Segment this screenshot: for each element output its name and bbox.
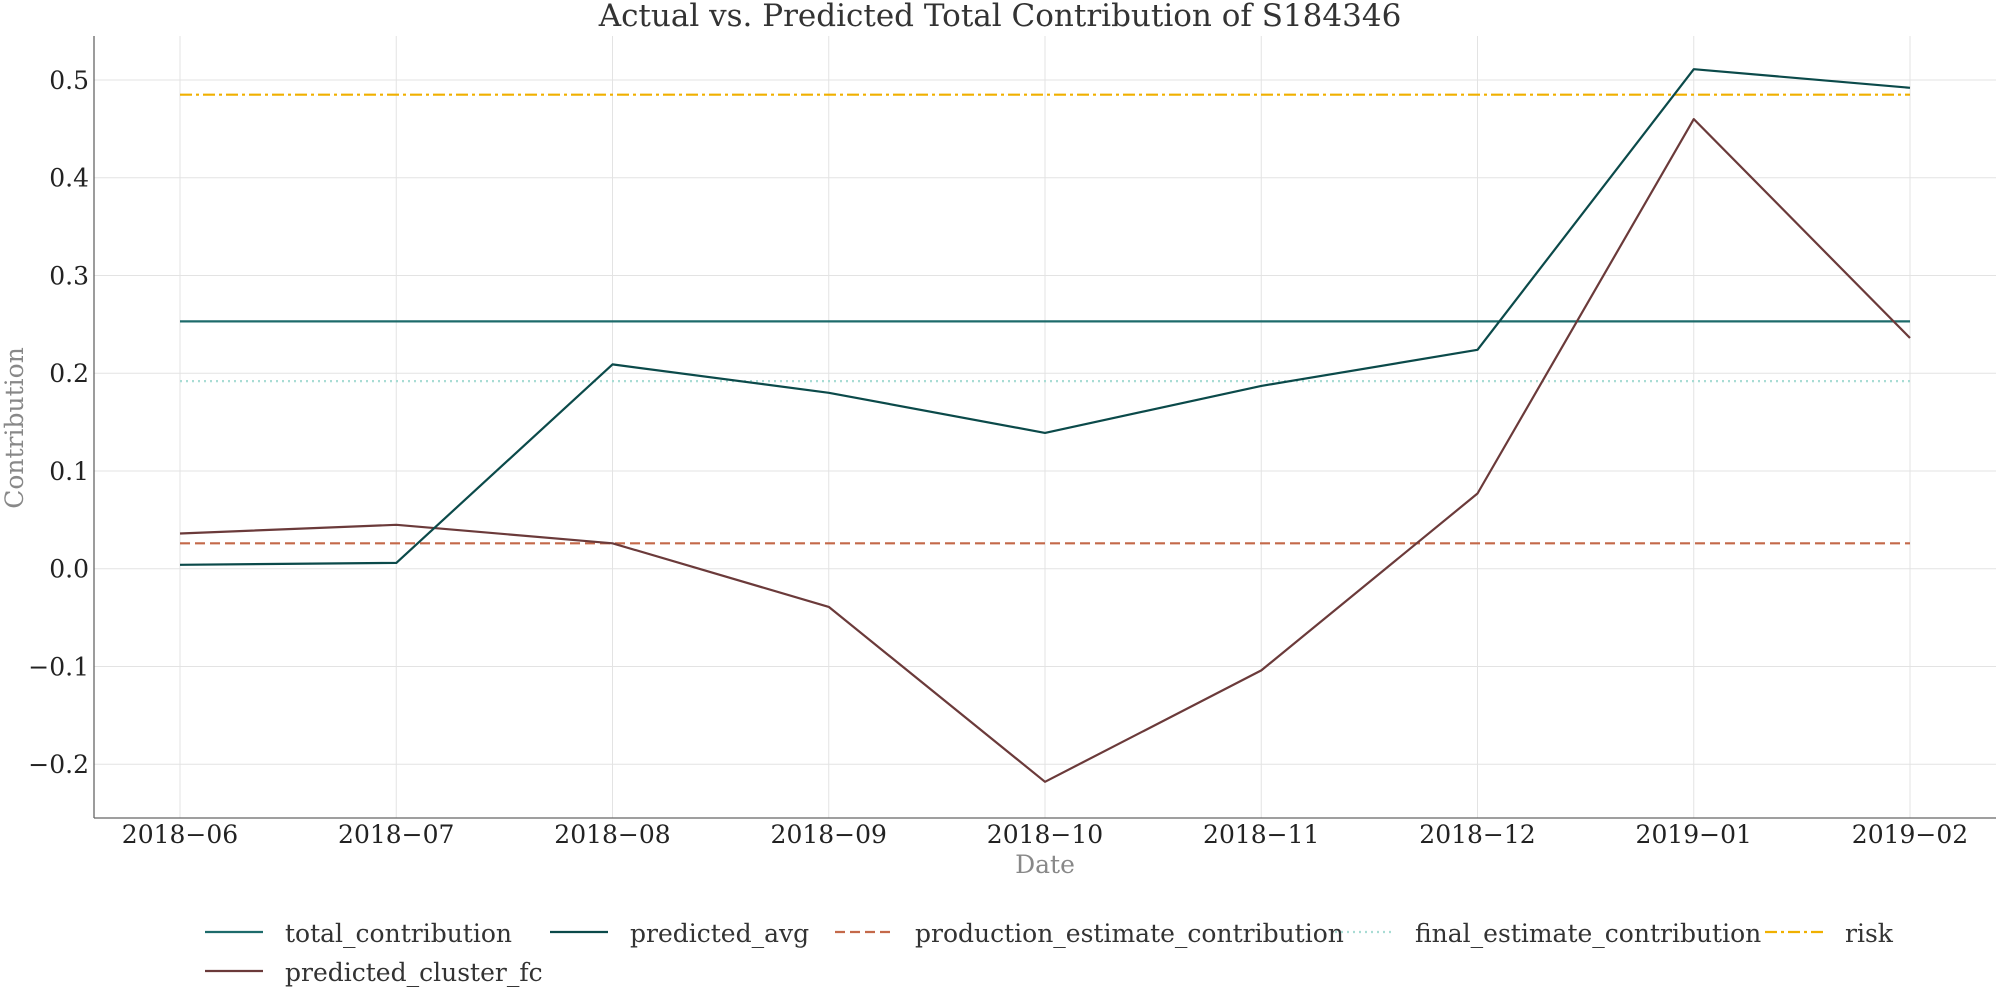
- y-tick-label: 0.3: [49, 261, 89, 290]
- x-tick-label: 2018−12: [1419, 820, 1535, 849]
- y-tick-labels: −0.2 −0.1 0.0 0.1 0.2 0.3 0.4 0.5: [28, 66, 89, 779]
- legend-label: production_estimate_contribution: [915, 919, 1344, 948]
- series-line-predicted-cluster-fc: [179, 117, 1911, 783]
- y-tick-label: 0.2: [49, 359, 89, 388]
- x-tick-label: 2018−08: [554, 820, 670, 849]
- x-tick-label: 2018−10: [987, 820, 1103, 849]
- y-tick-label: 0.5: [49, 66, 89, 95]
- legend-label: predicted_cluster_fc: [285, 958, 543, 987]
- x-tick-label: 2019−02: [1852, 820, 1968, 849]
- y-axis-label: Contribution: [0, 347, 29, 509]
- legend-label: predicted_avg: [630, 919, 809, 948]
- series-line-predicted-avg: [179, 68, 1911, 566]
- x-tick-labels: 2018−06 2018−07 2018−08 2018−09 2018−10 2018−…: [122, 820, 1968, 849]
- legend-label: final_estimate_contribution: [1415, 919, 1761, 948]
- legend-item-predicted-cluster-fc: predicted_cluster_fc: [205, 958, 543, 987]
- y-tick-label: 0.0: [49, 555, 89, 584]
- legend: total_contribution predicted_avg productio…: [205, 919, 1894, 987]
- x-tick-label: 2018−07: [338, 820, 454, 849]
- y-tick-label: −0.1: [28, 652, 89, 681]
- legend-label: total_contribution: [285, 919, 512, 948]
- legend-item-final-estimate-contribution: final_estimate_contribution: [1335, 919, 1761, 948]
- y-tick-label: 0.1: [49, 457, 89, 486]
- x-axis-label: Date: [1015, 850, 1075, 879]
- x-tick-label: 2018−09: [771, 820, 887, 849]
- y-tick-label: −0.2: [28, 750, 89, 779]
- legend-item-predicted-avg: predicted_avg: [550, 919, 809, 948]
- axes: [93, 36, 1996, 819]
- legend-item-risk: risk: [1765, 919, 1894, 948]
- series-lines: [179, 68, 1911, 783]
- x-tick-label: 2018−06: [122, 820, 238, 849]
- legend-label: risk: [1845, 919, 1894, 948]
- x-tick-label: 2019−01: [1636, 820, 1752, 849]
- chart-title: Actual vs. Predicted Total Contribution …: [598, 0, 1402, 34]
- x-tick-label: 2018−11: [1203, 820, 1319, 849]
- grid: [94, 36, 1996, 818]
- legend-item-total-contribution: total_contribution: [205, 919, 512, 948]
- y-tick-label: 0.4: [49, 164, 89, 193]
- legend-item-production-estimate-contribution: production_estimate_contribution: [835, 919, 1344, 948]
